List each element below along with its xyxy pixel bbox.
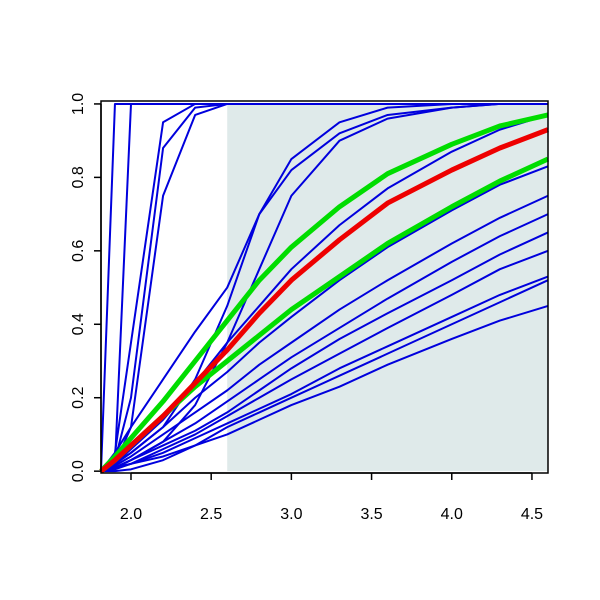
y-tick-label: 0.4 [70, 313, 87, 335]
y-tick-label: 0.2 [70, 386, 87, 408]
line [101, 279, 549, 473]
line [99, 127, 549, 474]
x-tick-label: 4.5 [521, 506, 543, 523]
line [100, 194, 549, 473]
line [100, 102, 548, 472]
x-tick-label: 3.0 [280, 506, 302, 523]
line [100, 113, 549, 473]
x-tick-label: 4.0 [441, 506, 463, 523]
y-tick-label: 0.6 [70, 240, 87, 262]
y-tick-label: 0.0 [70, 460, 87, 482]
y-tick-label: 0.8 [70, 166, 87, 188]
line [100, 304, 549, 473]
line [100, 165, 549, 473]
x-tick-label: 2.5 [200, 506, 222, 523]
line [100, 231, 549, 473]
y-tick-label: 1.0 [70, 93, 87, 115]
x-tick-label: 3.5 [360, 506, 382, 523]
x-tick-label: 2.0 [120, 506, 142, 523]
line [99, 112, 549, 473]
